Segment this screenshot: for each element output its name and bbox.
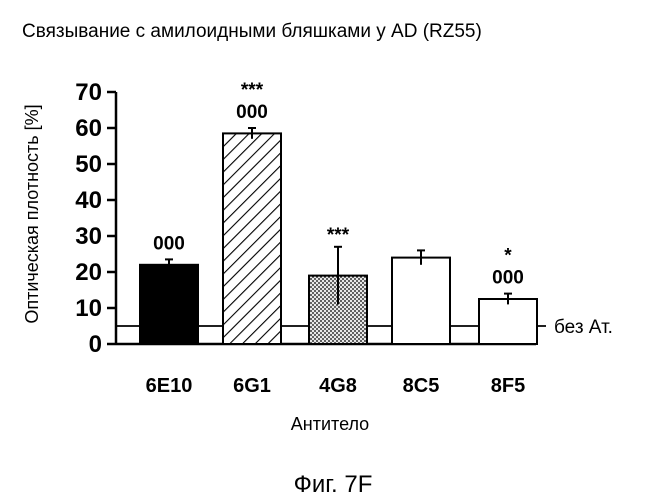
significance-circles-8F5: 000 <box>492 268 524 289</box>
x-tick-label-8F5: 8F5 <box>491 375 525 397</box>
baseline-label: без Ат. <box>554 317 613 338</box>
x-tick-label-6E10: 6E10 <box>146 375 193 397</box>
x-tick-label-8C5: 8C5 <box>403 375 440 397</box>
bar-6E10 <box>140 265 198 344</box>
bar-8F5 <box>479 299 537 344</box>
y-tick-label: 60 <box>75 115 102 142</box>
significance-stars-4G8: *** <box>327 225 350 246</box>
figure-caption: Фиг. 7F <box>294 471 373 498</box>
significance-circles-6E10: 000 <box>153 233 185 254</box>
error-bars <box>165 128 512 304</box>
bar-6G1 <box>223 133 281 344</box>
y-tick-label: 50 <box>75 151 102 178</box>
significance-circles-6G1: 000 <box>236 102 268 123</box>
y-tick-labels: 0 10 20 30 40 50 60 70 <box>75 79 102 358</box>
y-tick-label: 20 <box>75 259 102 286</box>
x-tick-label-6G1: 6G1 <box>233 375 271 397</box>
significance-stars-8F5: * <box>504 246 512 267</box>
chart-title: Связывание с амилоидными бляшками у AD (… <box>22 21 482 42</box>
significance-stars-6G1: *** <box>241 80 264 101</box>
svg-text:Оптическая плотность [%]: Оптическая плотность [%] <box>22 104 42 323</box>
y-tick-label: 30 <box>75 223 102 250</box>
x-tick-labels: 6E10 6G1 4G8 8C5 8F5 <box>146 375 526 397</box>
x-tick-label-4G8: 4G8 <box>319 375 357 397</box>
bar-8C5 <box>392 258 450 344</box>
y-tick-label: 40 <box>75 187 102 214</box>
x-axis-label: Антитело <box>291 414 369 434</box>
y-tick-label: 70 <box>75 79 102 106</box>
y-tick-label: 0 <box>89 331 102 358</box>
y-tick-label: 10 <box>75 295 102 322</box>
y-axis-label: Оптическая плотность [%] <box>22 104 42 323</box>
